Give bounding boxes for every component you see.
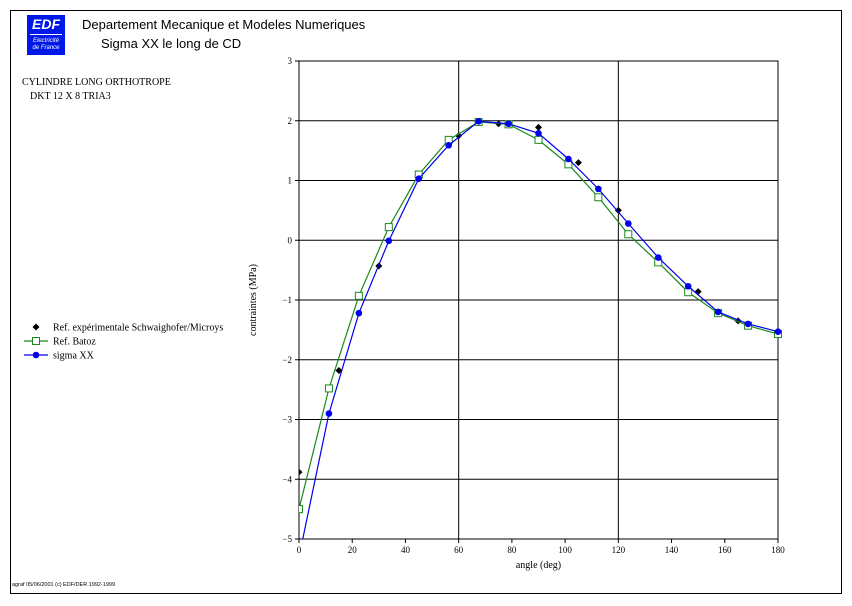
logo-rule [30,34,62,35]
y-tick-label: −1 [282,295,292,305]
page-frame [10,10,842,594]
y-tick-label: 3 [288,56,293,66]
data-point [535,129,542,137]
edf-logo: EDF Electricité de France [27,15,65,55]
series-1 [299,117,782,514]
logo-line-2: de France [32,45,60,51]
data-point [614,206,622,214]
grid-lines [298,60,779,540]
data-point [574,159,582,167]
legend-marker [32,323,40,331]
data-point [595,185,602,193]
legend-label: Ref. expérimentale Schwaighofer/Microys [53,323,223,334]
data-point [625,220,632,227]
data-point [299,505,303,514]
series-line [302,120,779,539]
y-tick-label: −3 [282,415,292,425]
legend-marker [32,351,40,359]
logo-text: EDF [32,16,60,32]
data-point [445,141,452,149]
x-tick-label: 60 [454,545,464,555]
case-mesh: DKT 12 X 8 TRIA3 [30,91,111,102]
data-point [325,410,333,417]
x-tick-label: 100 [558,545,572,555]
y-tick-label: −2 [282,355,292,365]
data-point [624,230,633,239]
data-point [565,155,572,163]
data-point [324,384,333,393]
data-point [744,320,752,328]
x-tick-label: 40 [401,545,411,555]
x-axis-label: angle (deg) [516,560,561,571]
data-point [385,237,393,245]
x-tick-label: 20 [348,545,358,555]
department-title: Departement Mecanique et Modeles Numeriq… [82,17,366,32]
legend-marker [32,337,40,345]
legend-label: sigma XX [53,351,95,362]
series-layer [299,117,782,539]
x-tick-label: 80 [507,545,517,555]
data-point [505,120,512,128]
y-tick-label: 0 [288,235,293,245]
x-tick-label: 0 [297,545,302,555]
y-tick-label: 2 [288,116,293,126]
data-point [594,193,603,202]
y-tick-label: −4 [282,474,292,484]
x-tick-label: 120 [612,545,626,555]
axis-ticks: 0 20 40 60 80 100 120 140 160 180 −5 −4 −3 −2 −1 0 1 2 3 [282,56,785,555]
data-point [355,309,363,317]
data-point [774,328,782,335]
legend-label: Ref. Batoz [53,337,96,348]
data-point [654,254,662,261]
y-tick-label: −5 [282,534,292,544]
plot-subtitle: Sigma XX le long de CD [101,36,242,51]
data-point [354,291,363,300]
data-point [475,118,482,125]
data-point [534,135,543,144]
y-axis-label: contraintes (MPa) [248,264,259,336]
data-point [384,223,393,232]
legend: Ref. expérimentale Schwaighofer/Microys R… [24,323,223,362]
x-tick-label: 140 [665,545,679,555]
data-point [415,175,423,183]
data-point [684,288,693,297]
series-0 [299,120,782,476]
logo-line-1: Electricité [32,38,59,44]
x-tick-label: 180 [771,545,785,555]
data-point [684,282,692,290]
y-tick-label: 1 [288,176,293,186]
x-tick-label: 160 [718,545,732,555]
data-point [299,468,303,476]
case-name: CYLINDRE LONG ORTHOTROPE [22,77,171,88]
copyright-footer: agraf 05/06/2001 (c) EDF/DER 1992-1999 [12,582,116,588]
series-2 [302,118,782,539]
data-point [455,132,463,140]
data-point [535,123,542,131]
data-point [714,308,722,316]
